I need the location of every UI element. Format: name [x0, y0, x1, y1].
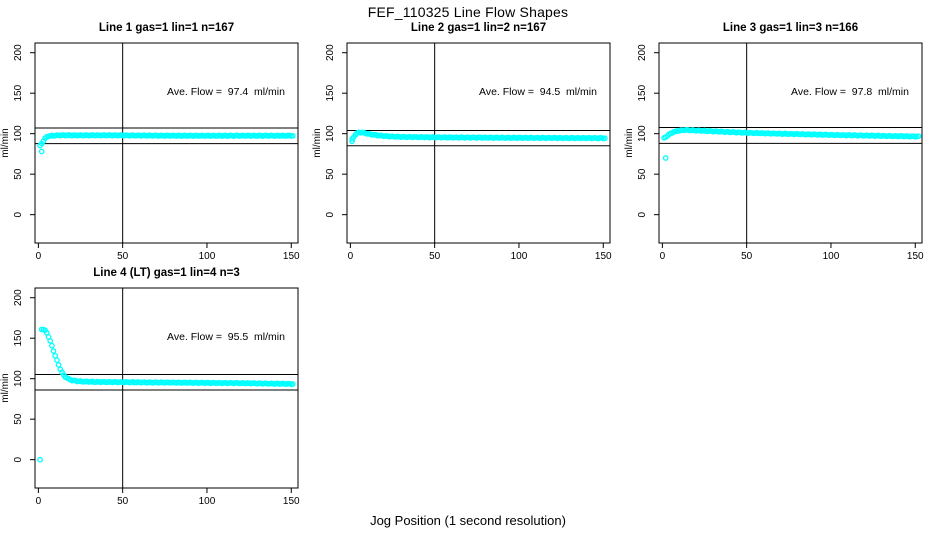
plot-box — [34, 287, 299, 489]
data-point — [290, 381, 296, 387]
data-point — [38, 148, 45, 155]
panel-line-2-ave-flow: Ave. Flow = 94.5 ml/min — [479, 86, 597, 98]
y-axis-label: ml/min — [312, 128, 323, 157]
x-tick-label: 150 — [283, 251, 300, 262]
y-tick-label: 150 — [13, 329, 24, 346]
y-tick-label: 150 — [325, 84, 336, 101]
data-point — [50, 348, 57, 354]
panel-line-3: 0 50 100 150 0 50 100 150 200 ml/min Line 3 gas=1… — [624, 20, 936, 265]
y-axis-label: ml/min — [0, 128, 11, 157]
y-tick-label: 100 — [325, 125, 336, 142]
y-tick-label: 200 — [637, 44, 648, 61]
x-tick-label: 0 — [348, 251, 354, 262]
figure-title: FEF_110325 Line Flow Shapes — [367, 4, 569, 20]
data-point — [54, 357, 60, 363]
plot-box — [34, 42, 299, 244]
y-tick-label: 100 — [637, 125, 648, 142]
x-tick-label: 50 — [117, 496, 129, 507]
data-point — [37, 456, 43, 463]
panel-line-2-title: Line 2 gas=1 lin=2 n=167 — [410, 22, 547, 34]
panel-line-3-ave-flow: Ave. Flow = 97.8 ml/min — [791, 86, 909, 98]
x-tick-label: 50 — [741, 251, 753, 262]
y-tick-label: 100 — [13, 370, 24, 387]
x-tick-label: 0 — [36, 251, 42, 262]
plot-box — [658, 42, 923, 244]
panel-line-4-title: Line 4 (LT) gas=1 lin=4 n=3 — [93, 267, 240, 279]
y-axis-label: ml/min — [0, 373, 11, 402]
y-tick-label: 0 — [13, 211, 24, 217]
y-tick-label: 200 — [13, 289, 24, 306]
x-tick-label: 150 — [907, 251, 924, 262]
panel-line-1-ave-flow: Ave. Flow = 97.4 ml/min — [167, 86, 285, 98]
x-tick-label: 100 — [199, 251, 216, 262]
plot-box — [346, 42, 611, 244]
y-tick-label: 50 — [13, 168, 24, 180]
panel-line-3-title: Line 3 gas=1 lin=3 n=166 — [722, 22, 859, 34]
y-tick-label: 150 — [13, 84, 24, 101]
x-tick-label: 0 — [36, 496, 42, 507]
data-point — [49, 342, 55, 349]
data-point — [290, 132, 296, 139]
panel-line-4-ave-flow: Ave. Flow = 95.5 ml/min — [167, 331, 285, 343]
panel-line-1-title: Line 1 gas=1 lin=1 n=167 — [98, 22, 235, 34]
panel-line-2-plot: 0 50 100 150 0 50 100 150 200 ml/min — [312, 42, 612, 262]
x-tick-label: 50 — [117, 251, 129, 262]
x-axis-label: Jog Position (1 second resolution) — [370, 513, 566, 528]
panel-line-3-plot: 0 50 100 150 0 50 100 150 200 ml/min — [624, 42, 924, 262]
x-tick-label: 100 — [823, 251, 840, 262]
y-tick-label: 50 — [13, 413, 24, 425]
y-tick-label: 0 — [637, 211, 648, 217]
y-tick-label: 150 — [637, 84, 648, 101]
panel-line-1-plot: 0 50 100 150 0 50 100 150 200 ml/min — [0, 42, 300, 262]
y-tick-label: 200 — [325, 44, 336, 61]
y-tick-label: 100 — [13, 125, 24, 142]
x-tick-label: 150 — [595, 251, 612, 262]
panel-line-2: 0 50 100 150 0 50 100 150 200 ml/min Line 2 gas=1… — [312, 20, 624, 265]
data-point — [915, 133, 922, 140]
x-tick-label: 100 — [511, 251, 528, 262]
x-tick-label: 50 — [429, 251, 441, 262]
data-point — [602, 135, 608, 142]
panel-line-4-plot: 0 50 100 150 0 50 100 150 200 ml/min — [0, 287, 300, 507]
y-tick-label: 50 — [325, 168, 336, 180]
data-point — [47, 338, 54, 344]
y-axis-label: ml/min — [624, 128, 635, 157]
y-tick-label: 200 — [13, 44, 24, 61]
y-tick-label: 0 — [13, 456, 24, 462]
panel-line-1: 0 50 100 150 0 50 100 150 200 ml/min Line 1 gas=1… — [0, 20, 312, 265]
y-tick-label: 50 — [637, 168, 648, 180]
data-point — [55, 362, 62, 368]
panel-line-4: 0 50 100 150 0 50 100 150 200 ml/min Line 4 (LT) … — [0, 265, 312, 510]
data-point — [662, 155, 669, 161]
y-tick-label: 0 — [325, 211, 336, 217]
x-tick-label: 0 — [660, 251, 666, 262]
x-tick-label: 100 — [199, 496, 216, 507]
x-tick-label: 150 — [283, 496, 300, 507]
